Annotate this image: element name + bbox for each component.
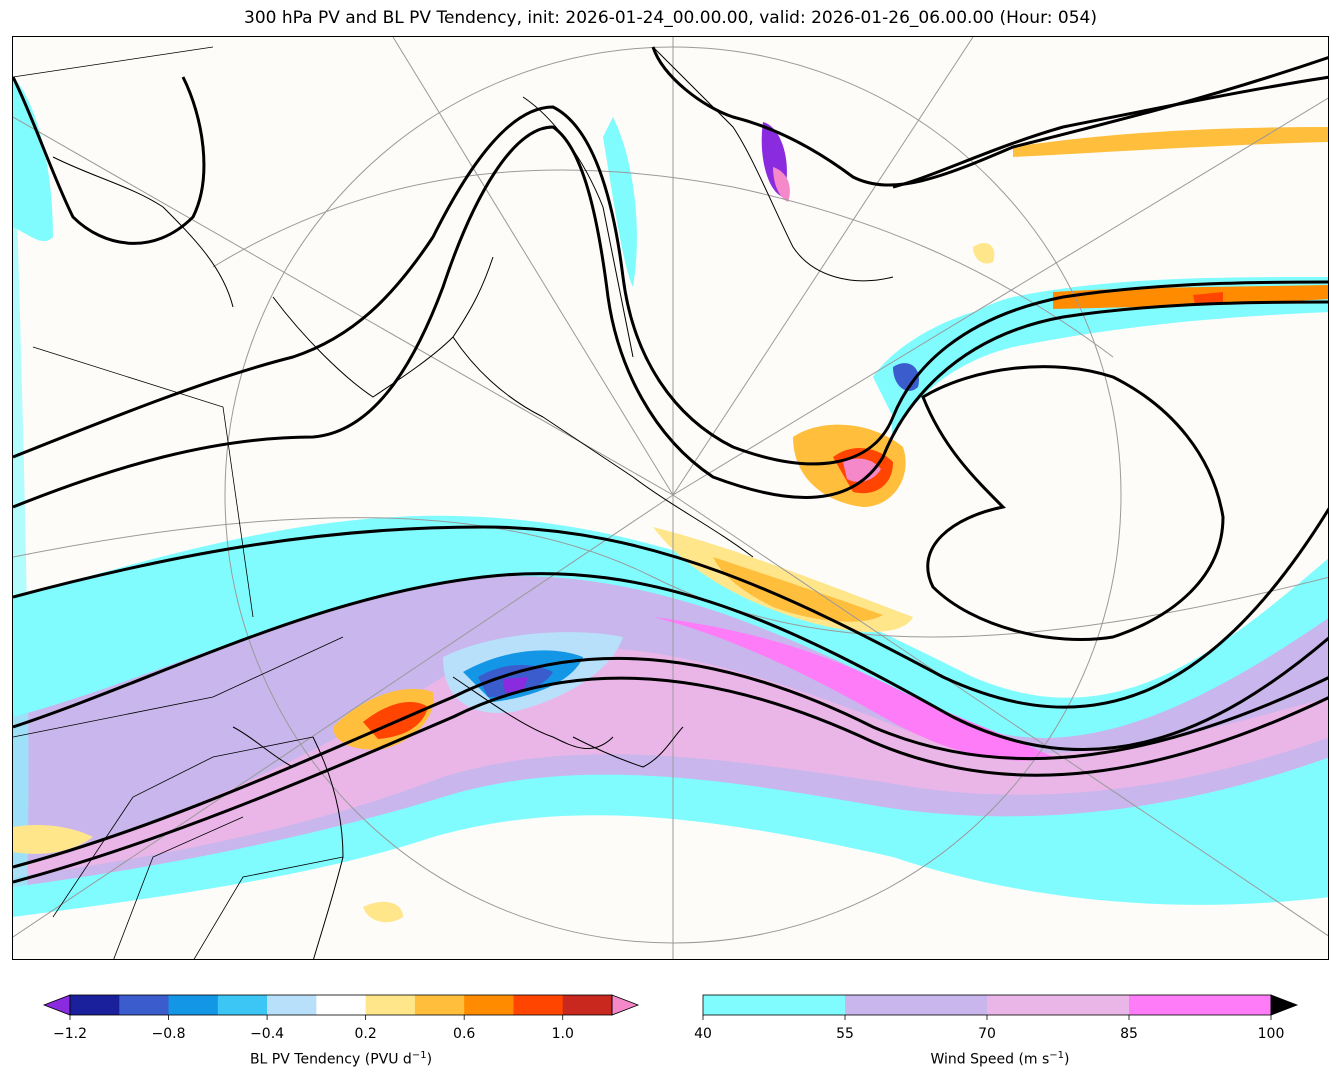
colorbar-tick-label: 85: [1120, 1026, 1138, 1042]
colorbar-swatch: [845, 995, 988, 1015]
colorbar-swatch: [267, 995, 317, 1015]
colorbar-swatch: [513, 995, 564, 1015]
wind-speed-colorbar-swatches: [702, 994, 1299, 1020]
colorbar-extend-min: [42, 994, 71, 1016]
colorbar-tick-label: −1.2: [53, 1026, 87, 1042]
colorbar-tick-label: 70: [978, 1026, 996, 1042]
colorbar-swatch: [217, 995, 268, 1015]
map-title: 300 hPa PV and BL PV Tendency, init: 202…: [244, 8, 1097, 28]
colorbar-tick-label: −0.8: [151, 1026, 186, 1042]
colorbar-swatch: [70, 995, 120, 1015]
colorbar-outline: [69, 994, 613, 1016]
colorbar-swatch: [703, 995, 846, 1015]
colorbar-swatch: [119, 995, 170, 1015]
colorbar-swatch: [168, 995, 219, 1015]
colorbar-tick-label: 40: [694, 1026, 712, 1042]
colorbar-extend-max: [611, 994, 640, 1016]
colorbar-swatch: [464, 995, 514, 1015]
colorbar-swatch: [562, 995, 613, 1015]
wind-speed-colorbar-label: Wind Speed (m s−1): [930, 1050, 1070, 1068]
colorbar-extend-max: [1270, 994, 1299, 1016]
colorbar-tick-label: 0.6: [453, 1026, 476, 1042]
pv-tendency-colorbar: [42, 994, 640, 1020]
colorbar-tick-label: 0.2: [354, 1026, 377, 1042]
colorbar-tick-label: 55: [836, 1026, 854, 1042]
coastlines: [52, 46, 894, 959]
map-canvas: [13, 37, 1328, 959]
map-panel: [12, 36, 1329, 960]
colorbar-tick-label: −0.4: [250, 1026, 285, 1042]
colorbar-swatch: [316, 995, 367, 1015]
wind-speed-colorbar: [702, 994, 1299, 1020]
colorbar-swatch: [365, 995, 416, 1015]
pv-tendency-colorbar-label: BL PV Tendency (PVU d−1): [249, 1050, 433, 1068]
colorbar-tick-label: 100: [1257, 1026, 1285, 1042]
colorbar-swatch: [987, 995, 1130, 1015]
graticule: [13, 37, 1328, 959]
wind-speed-shading: [13, 77, 1328, 917]
colorbar-swatch: [414, 995, 465, 1015]
pv-tendency-colorbar-swatches: [42, 994, 640, 1020]
pv-contours: [13, 46, 1328, 884]
colorbar-swatch: [1129, 995, 1272, 1015]
colorbar-tick-label: 1.0: [551, 1026, 574, 1042]
